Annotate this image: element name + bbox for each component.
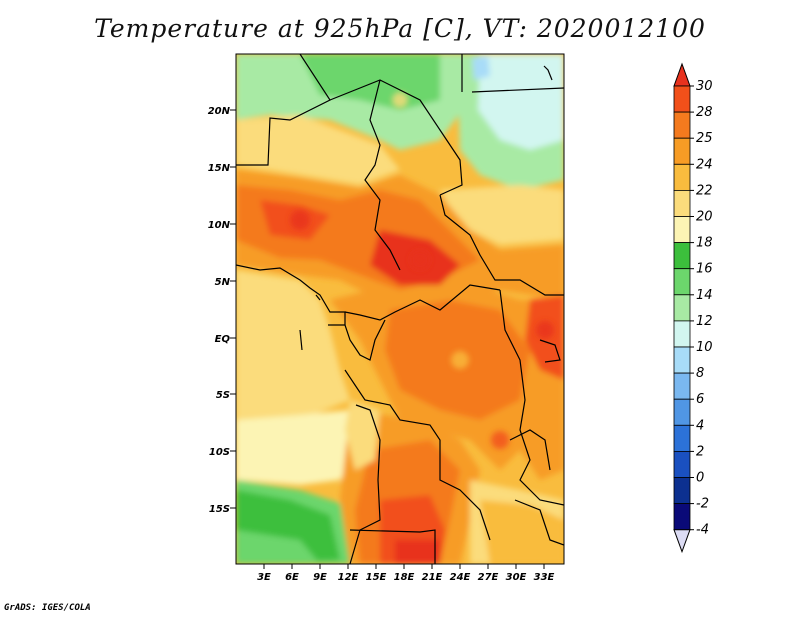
lon-label: 30E bbox=[506, 572, 527, 583]
colorbar-level-label: 14 bbox=[696, 288, 713, 303]
lon-label: 33E bbox=[534, 572, 555, 583]
colorbar-swatch bbox=[673, 424, 691, 452]
colorbar-swatch bbox=[673, 189, 691, 217]
lon-label: 18E bbox=[394, 572, 415, 583]
colorbar-swatch bbox=[673, 477, 691, 505]
colorbar-swatch bbox=[673, 137, 691, 165]
colorbar-level-label: 12 bbox=[696, 314, 713, 329]
colorbar-level-label: 2 bbox=[696, 444, 704, 459]
colorbar-level-label: -2 bbox=[696, 497, 709, 512]
colorbar-level-label: 8 bbox=[696, 366, 704, 381]
colorbar-level-label: 25 bbox=[696, 131, 713, 146]
colorbar-level-label: 18 bbox=[696, 236, 713, 251]
temperature-field bbox=[236, 54, 564, 564]
colorbar-level-label: 20 bbox=[696, 210, 713, 225]
colorbar-level-label: 10 bbox=[696, 340, 713, 355]
country-borders bbox=[236, 54, 564, 564]
lat-label: 10N bbox=[208, 220, 231, 231]
colorbar-swatch bbox=[673, 163, 691, 191]
lon-label: 9E bbox=[313, 572, 327, 583]
colorbar-swatch bbox=[673, 268, 691, 296]
lon-label: 24E bbox=[450, 572, 471, 583]
colorbar-level-label: 4 bbox=[696, 418, 704, 433]
colorbar-bottom-arrow bbox=[673, 529, 691, 554]
colorbar-swatch bbox=[673, 503, 691, 531]
colorbar-swatch bbox=[673, 294, 691, 322]
lat-label: 10S bbox=[209, 447, 230, 458]
lat-label: 5S bbox=[216, 390, 230, 401]
lon-label: 15E bbox=[366, 572, 387, 583]
lat-label: 15S bbox=[209, 504, 230, 515]
map-title: Temperature at 925hPa [C], VT: 202001210… bbox=[94, 14, 706, 43]
colorbar-swatch bbox=[673, 372, 691, 400]
colorbar-swatch bbox=[673, 450, 691, 478]
colorbar-level-label: 16 bbox=[696, 262, 713, 277]
lon-label: 6E bbox=[285, 572, 299, 583]
colorbar-swatch bbox=[673, 398, 691, 426]
colorbar-level-label: 28 bbox=[696, 105, 713, 120]
colorbar-swatch bbox=[673, 320, 691, 348]
lon-label: 27E bbox=[478, 572, 499, 583]
lat-label: EQ bbox=[215, 334, 231, 345]
colorbar-level-label: 30 bbox=[696, 79, 713, 94]
lat-label: 20N bbox=[208, 106, 231, 117]
colorbar-swatch bbox=[673, 111, 691, 139]
colorbar-swatch bbox=[673, 216, 691, 244]
grads-credit: GrADS: IGES/COLA bbox=[4, 603, 91, 613]
colorbar-top-arrow bbox=[673, 62, 691, 87]
lon-ticks bbox=[263, 564, 545, 569]
colorbar-level-label: 0 bbox=[696, 471, 704, 486]
map-frame bbox=[235, 53, 565, 565]
colorbar-level-label: 24 bbox=[696, 157, 713, 172]
colorbar-swatch bbox=[673, 85, 691, 113]
colorbar-level-label: 22 bbox=[696, 183, 713, 198]
lat-label: 5N bbox=[215, 277, 231, 288]
colorbar-swatch bbox=[673, 242, 691, 270]
lon-label: 12E bbox=[338, 572, 359, 583]
lat-label: 15N bbox=[208, 163, 231, 174]
lon-label: 21E bbox=[422, 572, 443, 583]
lon-label: 3E bbox=[257, 572, 271, 583]
colorbar-level-label: -4 bbox=[696, 523, 709, 538]
lat-ticks bbox=[230, 109, 236, 509]
colorbar-level-label: 6 bbox=[696, 392, 704, 407]
colorbar-swatch bbox=[673, 346, 691, 374]
